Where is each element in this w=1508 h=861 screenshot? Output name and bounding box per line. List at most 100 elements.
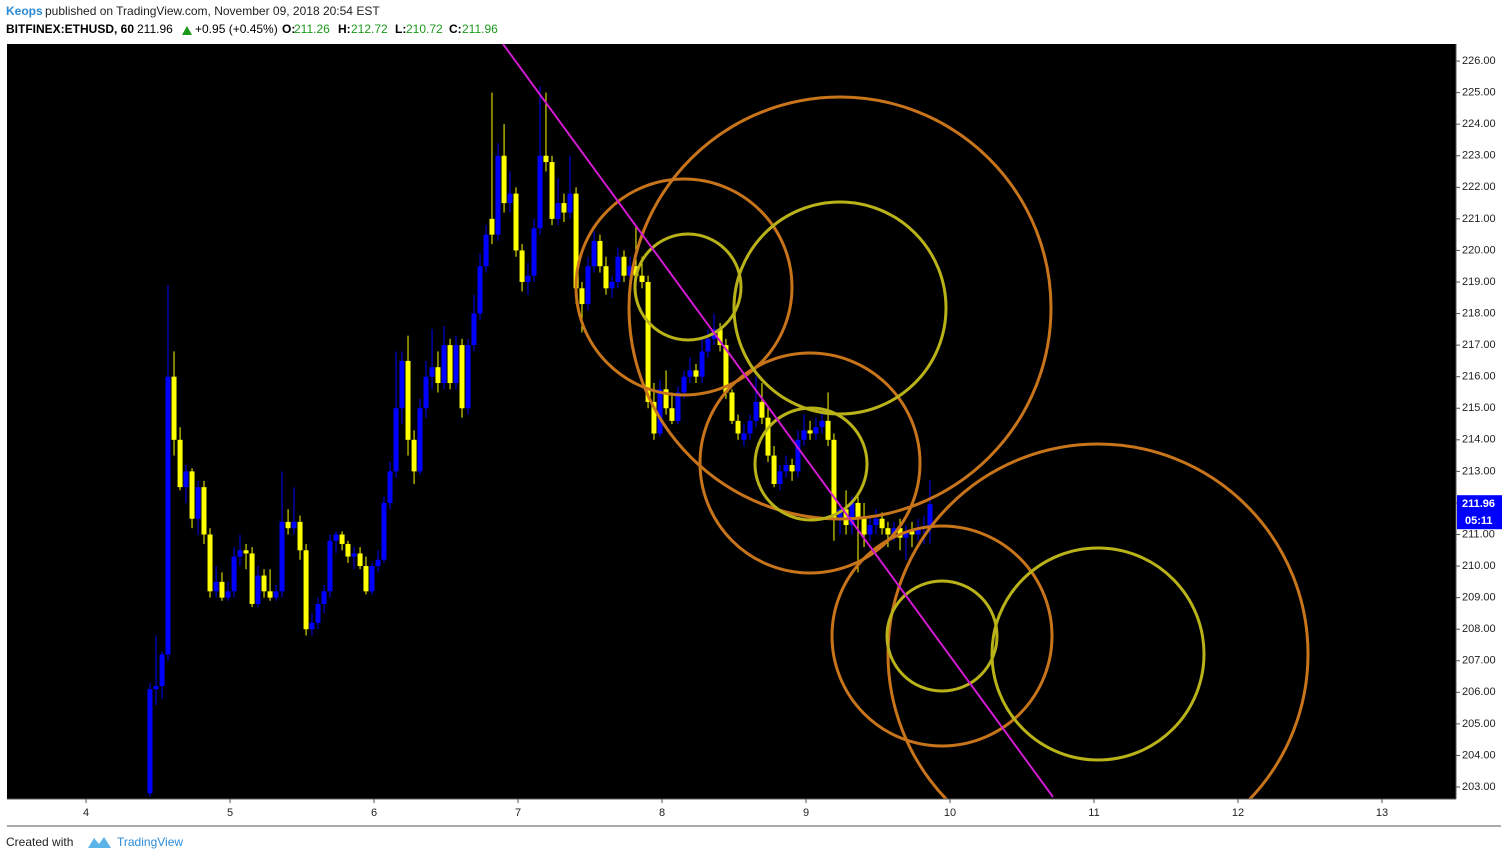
candle-body [483,234,489,267]
candle-body [747,420,753,434]
candle-body [927,504,933,527]
candle-body [915,528,921,535]
circle-drawing [886,442,1310,799]
circle-drawing [753,406,869,522]
candle-body [177,439,183,488]
y-tick-label: 226.00 [1462,55,1496,67]
x-tick-label: 4 [83,807,89,819]
candle-body [609,281,615,289]
y-tick-label: 206.00 [1462,686,1496,698]
candle-body [207,534,213,592]
drawings [502,44,1310,799]
candle-body [471,313,477,346]
candle-body [549,162,555,219]
symbol: BITFINEX:ETHUSD, 60 [6,22,134,36]
ohlc-value: 212.72 [351,22,388,36]
candle-body [315,603,321,623]
candle-body [849,502,855,526]
candle-body [219,581,225,598]
candle-body [801,430,807,440]
y-tick-label: 211.00 [1462,528,1495,540]
ohlc-label: L: [395,22,406,36]
candle-body [423,376,429,409]
candle-body [411,439,417,472]
candle-body [735,420,741,434]
candle-body [171,376,177,440]
candle-body [243,550,249,554]
trend-line [502,44,1054,798]
candle-body [573,193,579,289]
candle-body [861,518,867,535]
candle-body [639,275,645,282]
candle-body [591,240,597,267]
candle-body [399,360,405,409]
candle-body [201,487,207,535]
candle-body [867,525,873,535]
y-tick-label: 214.00 [1462,434,1496,446]
candle-body [909,531,915,535]
candle-body [435,367,441,383]
candle-body [627,266,633,276]
candle-body [885,528,891,535]
candle-body [363,566,369,592]
price-label-box [1457,495,1502,530]
candle-body [393,408,399,472]
candle-body [321,591,327,604]
candle-body [693,370,699,377]
candle-body [159,654,165,687]
footer-created: Created with [6,835,73,849]
candle-body [387,471,393,503]
y-tick-label: 207.00 [1462,655,1496,667]
candle-body [663,389,669,409]
candle-body [555,203,561,219]
candle-body [789,465,795,472]
y-tick-label: 222.00 [1462,181,1496,193]
candle-body [753,401,759,421]
last-price: 211.96 [137,22,173,36]
candle-body [375,559,381,567]
candle-body [447,345,453,383]
circle-drawing [830,524,1054,748]
candle-body [765,417,771,456]
candle-body [825,420,831,440]
candle-body [405,360,411,440]
candle-body [645,281,651,402]
candle-body [831,439,837,519]
candle-body [153,686,159,690]
candle-body [579,288,585,305]
candle-body [279,521,285,592]
candle-body [879,518,885,529]
y-tick-label: 225.00 [1462,87,1496,99]
candle-body [333,534,339,541]
candle-body [237,550,243,557]
price-label: 211.96 [1462,498,1495,510]
candle-body [519,250,525,282]
candle-body [837,509,843,519]
candle-body [783,465,789,472]
candle-body [525,275,531,282]
y-tick-label: 205.00 [1462,718,1496,730]
candle-body [417,408,423,472]
candle-body [561,203,567,213]
y-tick-label: 220.00 [1462,244,1496,256]
candle-body [669,408,675,421]
x-tick-label: 10 [944,807,956,819]
candle-body [603,266,609,289]
candle-body [729,392,735,421]
y-tick-label: 221.00 [1462,213,1496,225]
y-tick-label: 223.00 [1462,150,1496,162]
circle-drawing [885,579,999,693]
candle-body [813,427,819,434]
up-arrow [182,26,192,35]
y-tick-label: 204.00 [1462,749,1496,761]
candle-body [873,518,879,526]
candle-body [657,389,663,434]
ohlc-label: C: [449,22,462,36]
circle-drawing [990,546,1206,762]
candle-body [681,376,687,393]
candle-body [795,439,801,472]
candle-body [441,345,447,383]
candle-body [621,256,627,276]
candle-body [819,420,825,428]
